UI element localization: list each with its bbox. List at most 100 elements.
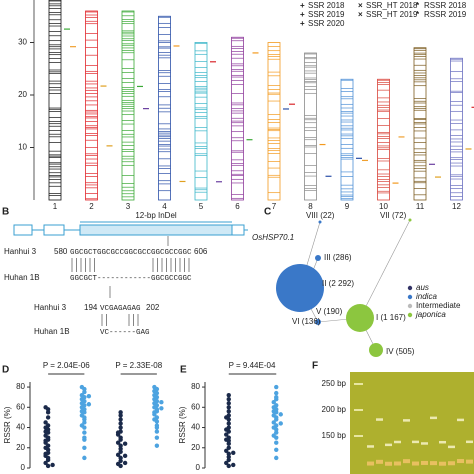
chromosome <box>121 10 135 201</box>
data-point <box>278 421 283 426</box>
data-point <box>226 454 231 460</box>
marker-label: 200 bp <box>322 405 347 414</box>
data-point <box>226 441 231 446</box>
data-point <box>43 438 48 443</box>
data-point <box>274 403 279 408</box>
gel-band <box>394 461 401 466</box>
gel-band <box>376 418 383 421</box>
legend-label: aus <box>416 283 429 292</box>
chromosome-body <box>194 42 208 201</box>
data-point <box>231 450 236 456</box>
data-point <box>274 430 279 435</box>
data-point <box>82 435 87 440</box>
data-point <box>118 458 123 464</box>
data-point <box>115 452 121 458</box>
chromosome <box>340 78 354 201</box>
data-point <box>271 425 276 430</box>
exon <box>43 224 65 236</box>
prot-name: Huhan 1B <box>34 327 70 336</box>
data-point <box>43 429 48 434</box>
y-tick-label: 60 <box>16 402 25 411</box>
legend-symbol: + <box>300 10 305 19</box>
y-tick-label: 80 <box>16 382 25 391</box>
chromosome-body <box>48 0 62 201</box>
data-point <box>159 406 164 411</box>
node-label: IV (505) <box>386 347 415 356</box>
panel-f: F 250 bp 200 bp 150 bp <box>312 361 474 474</box>
node <box>318 220 322 224</box>
y-axis-title: RSSR (%) <box>178 406 187 443</box>
data-point <box>271 420 276 425</box>
data-point <box>79 423 85 428</box>
data-point <box>226 401 231 406</box>
data-point <box>271 409 276 414</box>
chromosome-label: 7 <box>272 202 277 211</box>
data-point <box>115 440 121 445</box>
chromosome-label: 2 <box>89 202 94 211</box>
chromosome <box>231 36 244 201</box>
data-point <box>152 410 157 415</box>
chromosome-label: 8 <box>308 202 313 211</box>
marker-label: 250 bp <box>322 379 347 388</box>
legend-dot <box>407 285 413 291</box>
legend-label: SSR 2018 <box>308 1 345 10</box>
gel-band <box>385 461 392 466</box>
data-point <box>43 420 48 425</box>
data-point <box>82 430 87 435</box>
data-point <box>226 405 231 410</box>
data-point <box>45 415 51 420</box>
chromosome-label: 10 <box>379 202 388 211</box>
data-point <box>154 435 160 440</box>
y-tick-label: 0 <box>196 463 201 472</box>
chromosome <box>267 42 281 201</box>
ladder-band <box>354 435 363 437</box>
data-point <box>79 384 85 390</box>
exon <box>231 224 245 236</box>
data-point <box>274 390 279 396</box>
data-point <box>118 446 123 451</box>
chromosome-label: 4 <box>162 202 167 211</box>
p-value: P = 2.33E-08 <box>115 361 162 370</box>
panel-label: D <box>2 365 9 376</box>
chromosome <box>450 57 463 201</box>
data-point <box>45 443 51 448</box>
data-point <box>226 451 231 457</box>
gel-band <box>367 445 374 448</box>
node-label: V (190) <box>316 307 343 316</box>
data-point <box>152 417 157 422</box>
node <box>315 255 321 261</box>
chromosome-body <box>450 57 463 201</box>
data-point <box>224 460 229 466</box>
data-point <box>79 413 85 418</box>
data-point <box>274 440 279 445</box>
chromosome-body <box>267 42 281 201</box>
gel-band <box>448 445 455 449</box>
node-label: VI (136) <box>292 317 321 326</box>
protein: VCGAGAGAG <box>100 305 141 313</box>
data-point <box>152 384 157 390</box>
gel-band <box>439 461 446 466</box>
legend-label: SSR_HT 2018 <box>366 1 418 10</box>
seq-name: Hanhui 3 <box>4 247 37 256</box>
protein: VC------GAG <box>100 329 150 337</box>
legend-dot <box>407 312 413 318</box>
gene-name: OsHSP70.1 <box>252 233 294 242</box>
data-point <box>118 435 123 440</box>
legend-label: RSSR 2018 <box>424 1 467 10</box>
ladder-band <box>354 409 363 411</box>
data-point <box>226 445 231 450</box>
prot-name: Hanhui 3 <box>34 303 67 312</box>
data-point <box>278 412 283 417</box>
legend-label: japonica <box>415 310 446 319</box>
data-point <box>50 462 55 468</box>
seq-start: 580 <box>54 247 68 256</box>
data-point <box>274 394 279 400</box>
data-point <box>226 397 231 402</box>
data-point <box>118 413 123 418</box>
y-tick-label: 0 <box>21 463 26 472</box>
marker-label: 150 bp <box>322 431 347 440</box>
chromosome <box>377 78 390 201</box>
data-point <box>226 463 231 469</box>
